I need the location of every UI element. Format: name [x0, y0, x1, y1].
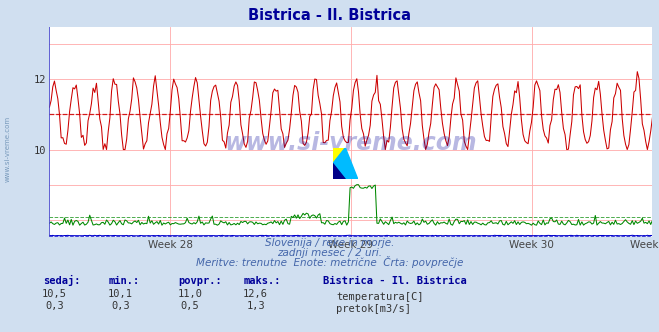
Text: Meritve: trenutne  Enote: metrične  Črta: povprečje: Meritve: trenutne Enote: metrične Črta: …: [196, 256, 463, 268]
Polygon shape: [333, 148, 345, 163]
Text: 0,3: 0,3: [111, 301, 130, 311]
Text: Slovenija / reke in morje.: Slovenija / reke in morje.: [265, 238, 394, 248]
Text: min.:: min.:: [109, 276, 140, 286]
Text: 12,6: 12,6: [243, 289, 268, 299]
Text: 11,0: 11,0: [177, 289, 202, 299]
Text: 1,3: 1,3: [246, 301, 265, 311]
Text: zadnji mesec / 2 uri.: zadnji mesec / 2 uri.: [277, 248, 382, 258]
Text: Bistrica - Il. Bistrica: Bistrica - Il. Bistrica: [248, 8, 411, 23]
Text: www.si-vreme.com: www.si-vreme.com: [225, 130, 477, 154]
Polygon shape: [333, 148, 358, 179]
Text: Bistrica - Il. Bistrica: Bistrica - Il. Bistrica: [323, 276, 467, 286]
Text: povpr.:: povpr.:: [178, 276, 221, 286]
Text: sedaj:: sedaj:: [43, 275, 80, 286]
Text: 0,5: 0,5: [181, 301, 199, 311]
Text: 10,5: 10,5: [42, 289, 67, 299]
Text: 10,1: 10,1: [108, 289, 133, 299]
Text: 0,3: 0,3: [45, 301, 64, 311]
Text: maks.:: maks.:: [244, 276, 281, 286]
Text: pretok[m3/s]: pretok[m3/s]: [336, 304, 411, 314]
Text: temperatura[C]: temperatura[C]: [336, 292, 424, 302]
Text: www.si-vreme.com: www.si-vreme.com: [5, 116, 11, 183]
Polygon shape: [333, 163, 345, 179]
